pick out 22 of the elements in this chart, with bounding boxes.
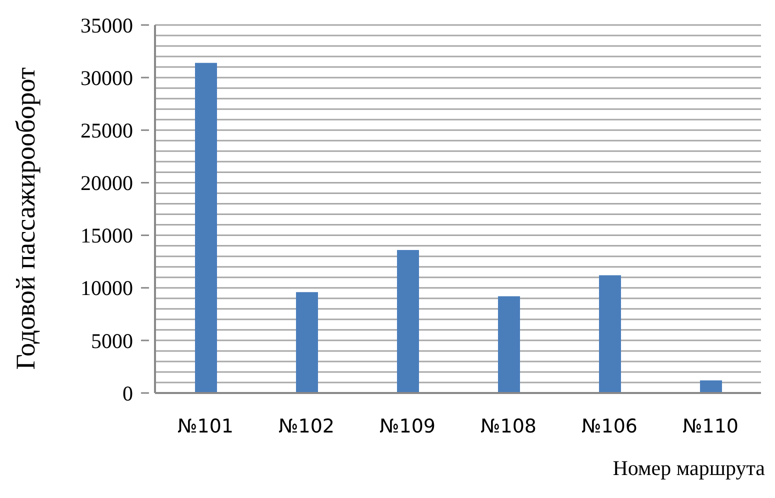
bar xyxy=(296,292,318,393)
bar xyxy=(599,275,621,393)
x-tick-label: №109 xyxy=(379,415,436,438)
bar xyxy=(498,296,520,393)
y-tick-label: 15000 xyxy=(80,224,133,248)
bar xyxy=(397,250,419,393)
y-tick-label: 25000 xyxy=(80,118,133,142)
bar xyxy=(700,380,722,393)
y-tick-label: 5000 xyxy=(91,328,133,353)
x-tick-label: №101 xyxy=(177,415,234,438)
y-tick-label: 20000 xyxy=(80,171,133,196)
y-tick-label: 35000 xyxy=(80,13,133,38)
y-tick-label: 10000 xyxy=(80,276,133,300)
x-tick-label: №110 xyxy=(682,415,739,438)
y-tick-label: 0 xyxy=(122,381,133,406)
y-tick-label: 30000 xyxy=(80,66,133,90)
x-tick-label: №102 xyxy=(278,415,335,438)
x-tick-label: №108 xyxy=(480,415,537,438)
bar xyxy=(195,62,217,393)
x-tick-label: №106 xyxy=(581,415,638,438)
x-axis-title: Номер маршрута xyxy=(612,456,765,481)
y-axis-title: Годовой пассажирооборот xyxy=(10,66,42,370)
